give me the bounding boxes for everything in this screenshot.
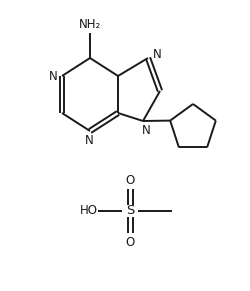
Text: NH₂: NH₂ bbox=[79, 17, 101, 31]
Text: N: N bbox=[152, 49, 162, 61]
Text: S: S bbox=[126, 205, 134, 217]
Text: O: O bbox=[126, 173, 134, 187]
Text: HO: HO bbox=[80, 205, 98, 217]
Text: N: N bbox=[84, 134, 94, 146]
Text: N: N bbox=[48, 70, 58, 83]
Text: N: N bbox=[142, 123, 150, 136]
Text: O: O bbox=[126, 235, 134, 249]
